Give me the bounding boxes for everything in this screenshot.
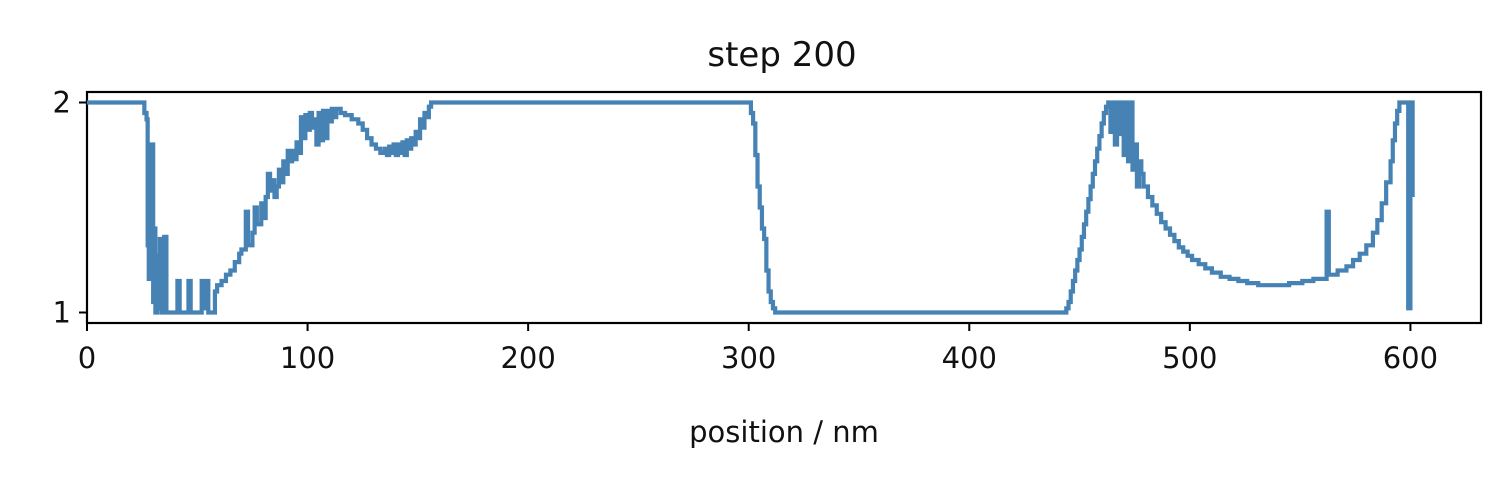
y-tick-label: 2 (53, 86, 71, 120)
x-axis-label: position / nm (689, 415, 879, 449)
x-tick-label: 400 (942, 341, 997, 375)
x-tick-label: 100 (280, 341, 335, 375)
y-tick-label: 1 (53, 296, 71, 330)
x-tick-label: 300 (721, 341, 776, 375)
x-axis: 0 100 200 300 400 500 600 (78, 323, 1438, 375)
y-axis: 12 (53, 86, 87, 330)
plot-frame (85, 90, 1483, 325)
chart-title: step 200 (707, 35, 856, 75)
x-tick-label: 600 (1383, 341, 1438, 375)
series-line (87, 100, 1415, 315)
plot-area (85, 90, 1483, 325)
x-tick-label: 0 (78, 341, 96, 375)
x-tick-label: 500 (1162, 341, 1217, 375)
x-tick-label: 200 (500, 341, 555, 375)
